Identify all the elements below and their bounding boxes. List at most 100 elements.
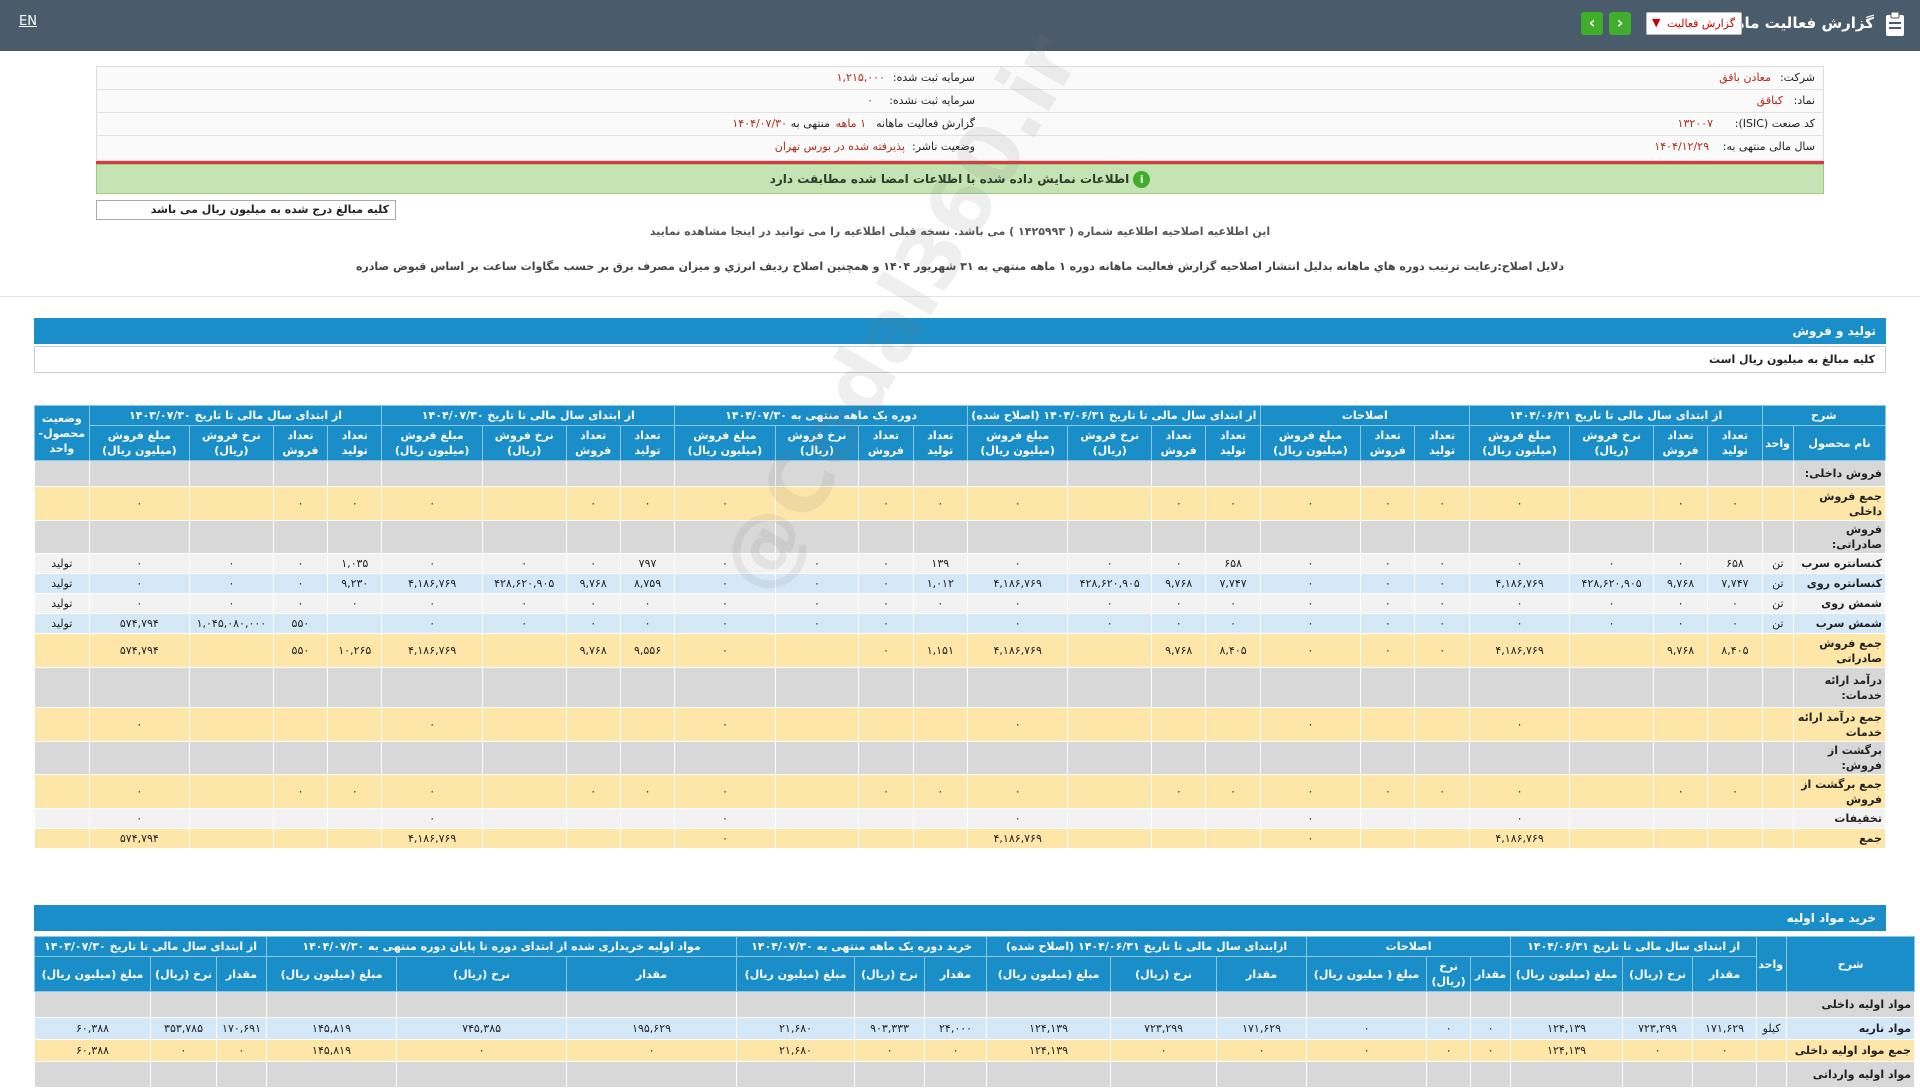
table-cell: ۰ (565, 613, 621, 634)
table-cell (566, 1061, 738, 1088)
column-group-header: مواد اولیه خریداری شده از ابتدای دوره تا… (266, 936, 738, 957)
table-row: جمع درآمد ارائه خدمات ۰ ۰ ۰ ۰ ۰ ۰ (34, 707, 1887, 742)
table-cell: ۰ (674, 573, 776, 594)
column-header: مبلغ فروش (میلیون ریال) (1259, 425, 1362, 461)
prev-button[interactable]: ‹ (1581, 12, 1603, 35)
table-cell: ۴,۱۸۶,۷۶۹ (381, 573, 483, 594)
table-cell: ۰ (1468, 707, 1571, 742)
table-cell: ۹,۷۶۸ (1652, 633, 1709, 668)
table-cell (736, 1061, 856, 1088)
table-cell (986, 991, 1112, 1018)
table-cell (481, 741, 567, 775)
table-cell (272, 828, 329, 849)
table-cell: ۰ (1360, 633, 1416, 668)
table-cell (1067, 828, 1153, 849)
table-cell: ۰ (924, 1039, 988, 1062)
table-cell (858, 460, 914, 487)
table-cell: ۹,۷۶۸ (565, 573, 621, 594)
table-row: درآمد ارائه خدمات: (34, 667, 1887, 708)
table-cell: ۰ (912, 486, 968, 521)
table-cell: تولید (34, 613, 90, 634)
table-cell (1652, 707, 1709, 742)
table-cell: ۰ (674, 774, 776, 809)
table-cell (1360, 828, 1416, 849)
column-header: مبلغ (میلیون ریال) (736, 956, 856, 992)
table-cell: ۱۹۵,۶۲۹ (566, 1017, 738, 1040)
table-cell: ۴,۱۸۶,۷۶۹ (1468, 828, 1571, 849)
table-cell (481, 808, 567, 829)
table-cell: ۰ (966, 707, 1069, 742)
table-cell: ۱۴۵,۸۱۹ (266, 1039, 398, 1062)
row-label: کنسانتره سرب (1792, 553, 1887, 574)
report-type-select[interactable]: گزارش فعالیت ▼ (1646, 12, 1742, 35)
table-cell (189, 633, 274, 668)
table-cell: ۶۵۸ (1205, 553, 1261, 574)
table-cell: تولید (34, 593, 90, 614)
correction-notice[interactable]: این اطلاعیه اصلاحیه اطلاعیه شماره ( ۱۴۲۵… (649, 225, 1271, 238)
table-cell: ۸,۴۰۵ (1205, 633, 1261, 668)
table-row: شمش روی تن ۰ ۰ ۰ ۰ ۰ ۰ ۰ ۰ ۰ ۰ ۰ ۰ ۰ ۰ ۰ ۰ ۰ ۰ ۰ ۰ ۰ ۰ ۰ تولید (34, 593, 1887, 614)
table-cell (481, 633, 567, 668)
table-cell (216, 1061, 268, 1088)
table-cell (327, 613, 383, 634)
table-cell: ۰ (1110, 1039, 1218, 1062)
table-cell: ۲۱,۶۸۰ (736, 1017, 856, 1040)
table-cell (854, 991, 926, 1018)
table-cell (1205, 828, 1261, 849)
column-header: تعداد فروش (1360, 425, 1416, 461)
table-cell (1151, 460, 1207, 487)
table-cell (1151, 808, 1207, 829)
company-value[interactable]: معادن باقق (1719, 71, 1771, 84)
table-cell (1360, 808, 1416, 829)
column-group-header: دوره یک ماهه منتهی به ۱۴۰۴/۰۷/۳۰ (674, 405, 968, 426)
symbol-value[interactable]: کباقق (1756, 94, 1783, 107)
table-cell: ۰ (966, 553, 1069, 574)
table-cell (1067, 460, 1153, 487)
table-cell (327, 460, 383, 487)
table-cell: ۰ (1205, 774, 1261, 809)
table-row: شمش سرب تن ۰ ۰ ۰ ۰ ۰ ۰ ۰ ۰ ۰ ۰ ۰ ۰ ۰ ۰ ۰ ۰ ۰ ۰ ۵۵۰ ۱,۰۴۵,۰۸۰,… (34, 613, 1887, 634)
column-header: تعداد تولید (1414, 425, 1470, 461)
next-button[interactable]: › (1609, 12, 1631, 35)
table-cell (1761, 667, 1794, 708)
table-cell (1756, 1039, 1788, 1062)
table-cell: ۰ (1569, 593, 1654, 614)
table-cell: ۰ (565, 774, 621, 809)
table-column-header: مقدار نرخ (ریال) مبلغ (میلیون ریال) مقدار نر… (33, 956, 1915, 992)
table-cell: ۰ (381, 808, 483, 829)
language-toggle[interactable]: EN (19, 14, 37, 29)
table-cell (34, 828, 90, 849)
table-cell (266, 991, 398, 1018)
table-cell: ۹,۵۵۶ (619, 633, 676, 668)
column-group-header: از ابتدای سال مالی تا تاریخ ۱۴۰۴/۰۶/۳۱ (1468, 405, 1763, 426)
table-cell (1468, 460, 1571, 487)
table-cell: ۰ (1205, 613, 1261, 634)
column-header: مبلغ فروش (میلیون ریال) (88, 425, 191, 461)
table-cell: ۴,۱۸۶,۷۶۹ (966, 633, 1069, 668)
table-cell: ۰ (1259, 486, 1362, 521)
table-cell (327, 741, 383, 775)
column-header: تعداد فروش (1151, 425, 1207, 461)
table-cell (1761, 520, 1794, 554)
table-cell: ۰ (1652, 774, 1709, 809)
table-cell: ۰ (1470, 1017, 1512, 1040)
table-cell (1707, 741, 1763, 775)
table-cell (858, 808, 914, 829)
table-cell (1414, 808, 1470, 829)
alert-text: اطلاعات نمایش داده شده با اطلاعات امضا ش… (769, 172, 1130, 186)
table-cell (1306, 1061, 1428, 1088)
table-cell (774, 808, 860, 829)
row-label: جمع (1792, 828, 1887, 849)
table-cell: ۰ (1259, 633, 1362, 668)
column-header: تعداد تولید (1707, 425, 1763, 461)
column-header: مقدار (1692, 956, 1758, 992)
column-header: مبلغ (میلیون ریال) (33, 956, 152, 992)
table-cell (272, 520, 329, 554)
table-row: مواد اولیه داخلی (33, 991, 1916, 1018)
table-cell (33, 991, 152, 1018)
column-group-header: خرید دوره یک ماهه منتهی به ۱۴۰۴/۰۷/۳۰ (736, 936, 988, 957)
period-value: ۱ ماهه (835, 117, 866, 130)
table-cell (1216, 991, 1308, 1018)
table-cell (1470, 1061, 1512, 1088)
table-cell: ۰ (1360, 593, 1416, 614)
